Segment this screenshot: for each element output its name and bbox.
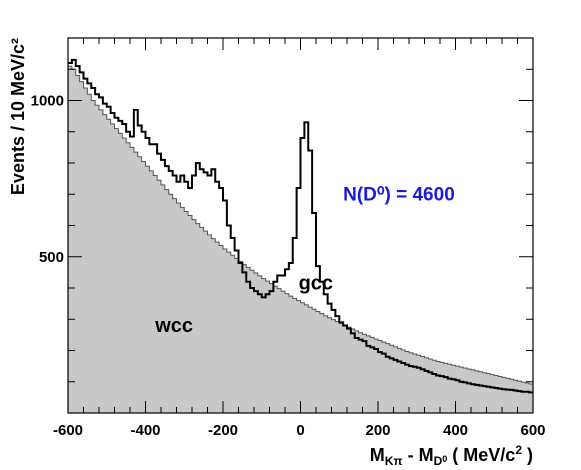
y-tick-label: 1000 [31, 93, 64, 110]
axis-ticks [67, 38, 534, 413]
x-axis-title-part: M [370, 445, 385, 465]
x-axis-title-part: 0 [442, 454, 447, 464]
x-axis-title-part: ) [522, 445, 533, 465]
x-tick-label: 400 [443, 422, 468, 439]
tick-labels: -600 -400 -200 0 200 400 600 500 1000 [31, 93, 546, 440]
plot-area [67, 58, 534, 414]
x-tick-label: -400 [130, 422, 160, 439]
annotation-label: gcc [299, 273, 333, 295]
annotations: gcc wcc N(D⁰) = 4600 [154, 185, 455, 337]
x-axis-title-part: - M [403, 445, 434, 465]
series-wcc-histogram [67, 65, 534, 414]
x-axis-title: MKπ - MD0 ( MeV/c2 ) [370, 443, 533, 468]
annotation-label: wcc [154, 315, 193, 337]
x-tick-label: 200 [365, 422, 390, 439]
x-axis-title-part: Kπ [385, 454, 403, 468]
y-axis-title: Events / 10 MeV/c² [8, 38, 28, 195]
series-gcc-histogram [68, 58, 533, 394]
x-tick-label: 600 [520, 422, 545, 439]
x-tick-label: -200 [208, 422, 238, 439]
annotation-label: N(D⁰) = 4600 [343, 185, 455, 206]
x-tick-label: -600 [53, 422, 83, 439]
x-axis-title-part: 2 [515, 443, 522, 457]
x-tick-label: 0 [296, 422, 304, 439]
y-tick-label: 500 [39, 249, 64, 266]
x-axis-title-part: ( MeV/c [447, 445, 515, 465]
x-axis-title-part: D [434, 454, 443, 468]
